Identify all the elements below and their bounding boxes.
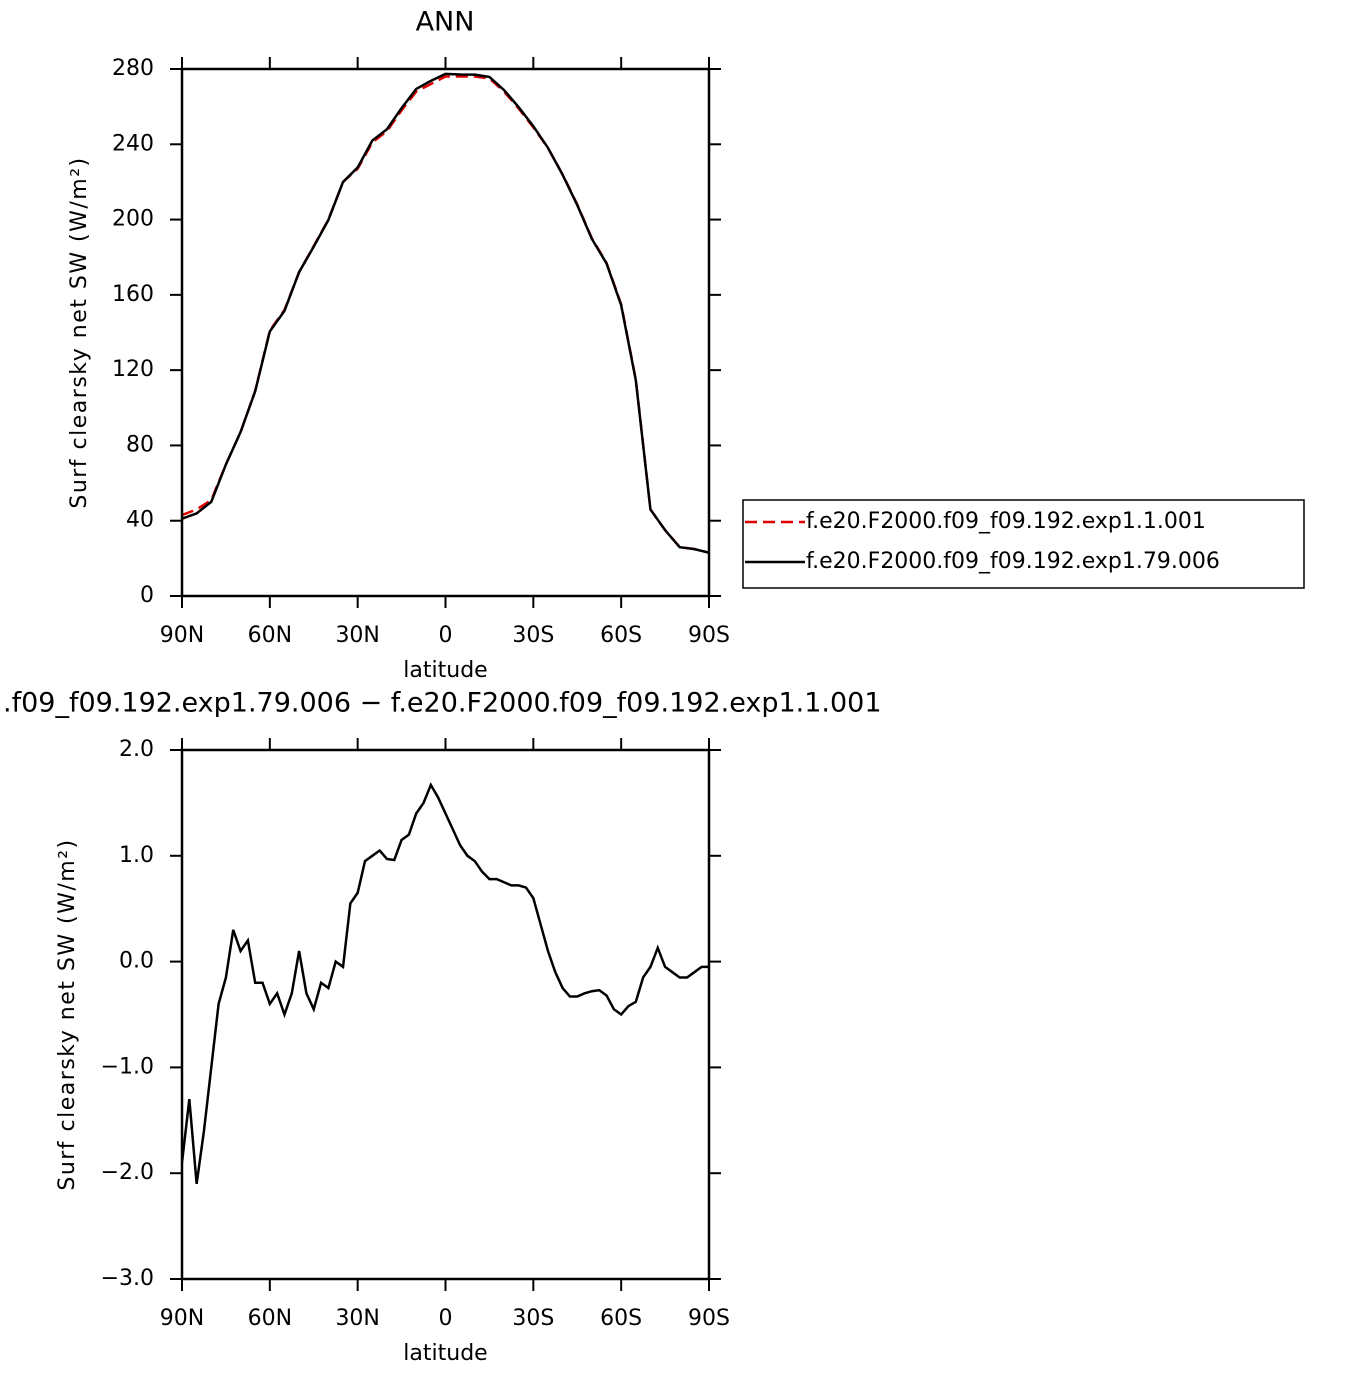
- y-tick-label: −3.0: [101, 1266, 154, 1291]
- x-tick-label: 90S: [688, 623, 730, 648]
- x-tick-label: 90S: [688, 1306, 730, 1331]
- legend-box: [742, 499, 1305, 589]
- y-tick-label: −2.0: [101, 1160, 154, 1185]
- x-tick-label: 90N: [160, 623, 204, 648]
- x-axis-label: latitude: [403, 658, 487, 683]
- x-tick-label: 30S: [512, 1306, 554, 1331]
- legend-label: f.e20.F2000.f09_f09.192.exp1.1.001: [806, 509, 1206, 534]
- series-line: [181, 72, 710, 554]
- x-tick-label: 60S: [600, 623, 642, 648]
- plot-frame: [180, 748, 711, 1281]
- plot-frame: [180, 67, 711, 598]
- diff-line: [180, 782, 709, 1184]
- y-tick-label: 0.0: [119, 949, 154, 974]
- x-tick-label: 60N: [248, 623, 292, 648]
- y-tick-label: 280: [112, 56, 154, 81]
- x-tick-label: 60S: [600, 1306, 642, 1331]
- x-tick-label: 0: [439, 1306, 453, 1331]
- x-tick-label: 30S: [512, 623, 554, 648]
- y-tick-label: 1.0: [119, 843, 154, 868]
- y-tick-label: 40: [126, 508, 154, 533]
- y-tick-label: 80: [126, 432, 154, 457]
- y-axis-label: Surf clearsky net SW (W/m²): [55, 838, 80, 1190]
- y-tick-label: −1.0: [101, 1054, 154, 1079]
- y-tick-label: 160: [112, 282, 154, 307]
- series-line: [181, 75, 710, 554]
- y-tick-label: 2.0: [119, 737, 154, 762]
- y-tick-label: 120: [112, 357, 154, 382]
- y-tick-label: 200: [112, 207, 154, 232]
- y-axis-label: Surf clearsky net SW (W/m²): [67, 156, 92, 508]
- y-tick-label: 0: [140, 583, 154, 608]
- x-tick-label: 60N: [248, 1306, 292, 1331]
- x-axis-label: latitude: [403, 1341, 487, 1366]
- y-tick-label: 240: [112, 131, 154, 156]
- x-tick-label: 30N: [335, 1306, 379, 1331]
- x-tick-label: 30N: [335, 623, 379, 648]
- chart-title: ANN: [416, 7, 475, 38]
- legend-label: f.e20.F2000.f09_f09.192.exp1.79.006: [806, 549, 1220, 574]
- x-tick-label: 0: [439, 623, 453, 648]
- chart-title: .f09_f09.192.exp1.79.006 − f.e20.F2000.f…: [3, 688, 882, 719]
- x-tick-label: 90N: [160, 1306, 204, 1331]
